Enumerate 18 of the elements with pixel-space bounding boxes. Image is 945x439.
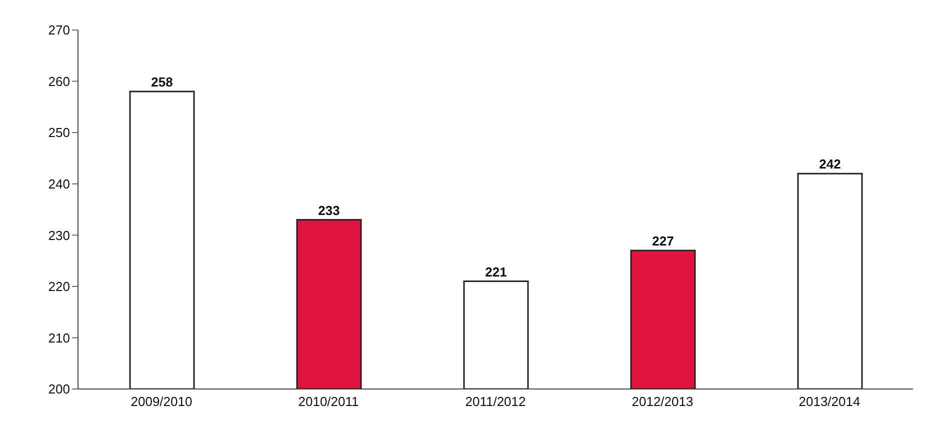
data-label: 258 bbox=[151, 74, 173, 90]
data-label: 221 bbox=[485, 264, 507, 280]
data-label: 227 bbox=[652, 234, 674, 249]
y-tick-label: 220 bbox=[48, 279, 70, 294]
data-label: 242 bbox=[819, 156, 841, 172]
x-tick-label: 2013/2014 bbox=[798, 394, 860, 410]
y-tick-label: 200 bbox=[48, 382, 70, 397]
x-tick-label: 2011/2012 bbox=[465, 394, 526, 410]
x-tick-label: 2010/2011 bbox=[298, 394, 359, 410]
data-label: 233 bbox=[318, 202, 340, 218]
y-tick-label: 260 bbox=[48, 74, 70, 89]
y-tick-label: 250 bbox=[48, 125, 70, 140]
x-tick-label: 2012/2013 bbox=[632, 394, 694, 410]
y-tick-label: 210 bbox=[48, 330, 70, 346]
x-tick-label: 2009/2010 bbox=[130, 394, 192, 410]
y-tick-label: 230 bbox=[48, 228, 70, 243]
y-tick-label: 270 bbox=[48, 22, 70, 38]
y-tick-label: 240 bbox=[48, 176, 70, 192]
